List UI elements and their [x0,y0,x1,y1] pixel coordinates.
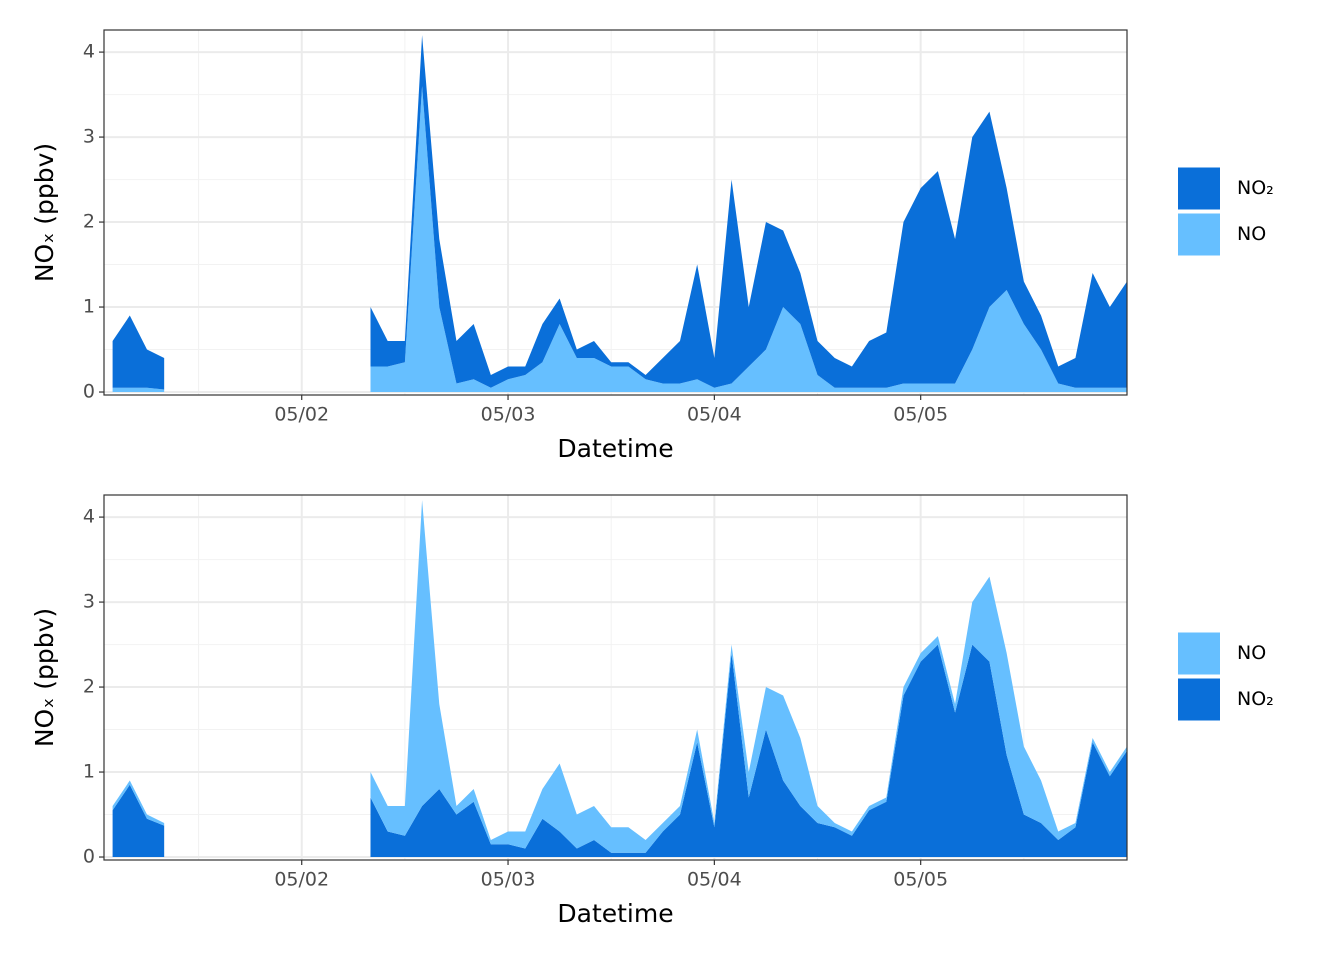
y-tick-label: 1 [83,296,95,318]
legend-label: NO₂ [1237,177,1274,199]
legend-label: NO [1237,223,1266,245]
y-tick-label: 2 [83,211,95,233]
legend-key [1178,167,1220,210]
plot-border [103,494,1128,861]
legend-label: NO₂ [1237,688,1274,710]
area [112,35,1128,390]
legend-label: NO [1237,642,1266,664]
y-tick-label: 2 [83,676,95,698]
y-tick-label: 3 [83,126,95,148]
plot-border [103,29,1128,396]
legend-key [1178,632,1220,675]
x-tick-label: 05/02 [274,869,329,891]
x-tick-label: 05/03 [481,404,536,426]
y-axis-title: NOₓ (ppbv) [30,608,59,747]
x-tick-label: 05/05 [893,869,948,891]
x-tick-label: 05/03 [481,869,536,891]
area [112,644,1128,858]
x-tick-label: 05/05 [893,404,948,426]
y-axis-title: NOₓ (ppbv) [30,143,59,282]
x-axis-title: Datetime [557,899,673,928]
x-axis-title: Datetime [557,434,673,463]
y-tick-label: 3 [83,591,95,613]
y-tick-label: 0 [83,381,95,403]
y-tick-label: 4 [83,506,95,528]
y-tick-label: 4 [83,41,95,63]
x-tick-label: 05/02 [274,404,329,426]
y-tick-label: 1 [83,761,95,783]
x-tick-label: 05/04 [687,869,742,891]
y-tick-label: 0 [83,846,95,868]
legend-key [1178,678,1220,721]
area [112,86,1128,393]
legend-key [1178,213,1220,256]
x-tick-label: 05/04 [687,404,742,426]
